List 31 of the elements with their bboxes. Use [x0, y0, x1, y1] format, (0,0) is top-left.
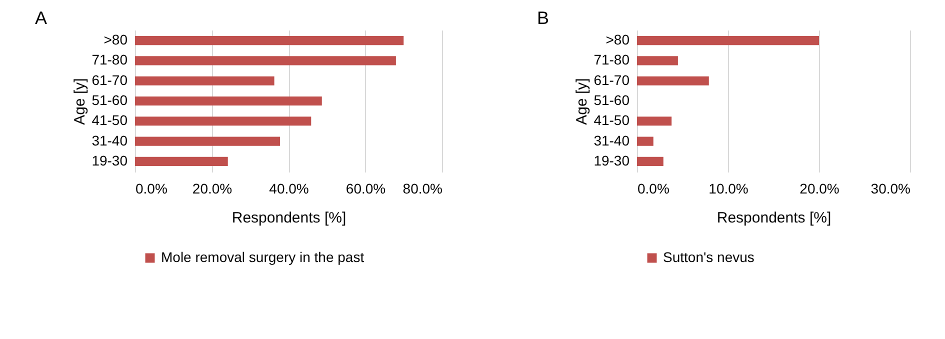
x-tick-label: 10.0%: [708, 180, 748, 196]
y-tick-label: 41-50: [594, 112, 630, 128]
y-tick-label: 51-60: [594, 92, 630, 108]
x-axis-title: Respondents [%]: [232, 210, 346, 226]
y-tick-label: 71-80: [594, 52, 630, 68]
y-tick-label: 31-40: [594, 132, 630, 148]
y-axis-title: Age [y]: [72, 78, 89, 125]
y-tick-label: >80: [606, 32, 630, 48]
chart-title: A: [35, 8, 48, 28]
x-tick-label: 40.0%: [269, 180, 309, 196]
y-tick-label: 61-70: [594, 72, 630, 88]
x-tick-label: 0.0%: [136, 180, 168, 196]
legend-label: Mole removal surgery in the past: [161, 249, 364, 265]
y-tick-label: 71-80: [92, 52, 128, 68]
y-tick-label: >80: [104, 32, 128, 48]
y-tick-label: 19-30: [92, 152, 128, 168]
y-tick-label: 41-50: [92, 112, 128, 128]
y-axis-title: Age [y]: [574, 78, 591, 125]
x-tick-label: 0.0%: [638, 180, 670, 196]
x-tick-label: 20.0%: [192, 180, 232, 196]
x-tick-label: 30.0%: [870, 180, 910, 196]
y-tick-label: 19-30: [594, 152, 630, 168]
chart-title: B: [537, 8, 550, 28]
y-tick-label: 61-70: [92, 72, 128, 88]
y-tick-label: 51-60: [92, 92, 128, 108]
x-tick-label: 60.0%: [346, 180, 386, 196]
x-tick-label: 20.0%: [800, 180, 840, 196]
legend-label: Sutton's nevus: [663, 249, 754, 265]
y-tick-label: 31-40: [92, 132, 128, 148]
x-tick-label: 80.0%: [402, 180, 442, 196]
x-axis-title: Respondents [%]: [716, 210, 832, 226]
